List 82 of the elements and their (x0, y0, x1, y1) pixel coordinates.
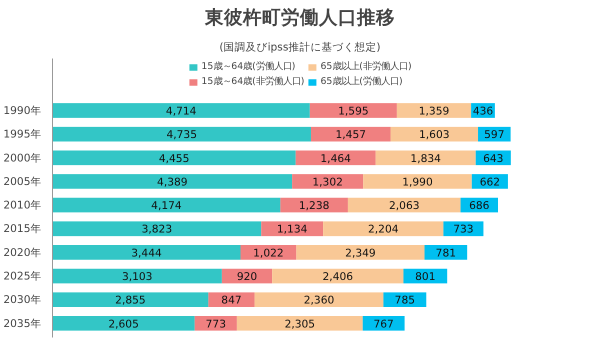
data-label: 920 (236, 270, 258, 284)
data-label: 4,174 (151, 199, 182, 212)
data-label: 1,603 (419, 128, 450, 142)
bar (310, 126, 391, 142)
bar (236, 316, 363, 331)
bar (254, 292, 384, 307)
y-tick-label: 1990年 (3, 104, 42, 118)
y-tick-label: 2010年 (3, 198, 42, 212)
data-label: 4,389 (157, 175, 188, 188)
data-label: 773 (206, 317, 226, 330)
y-tick-label: 2015年 (3, 222, 42, 236)
bar (52, 221, 262, 236)
data-label: 4,735 (166, 128, 198, 142)
bar (52, 292, 208, 307)
y-tick-label: 2005年 (3, 174, 42, 188)
data-label: 2,204 (368, 222, 399, 236)
bar (292, 174, 364, 189)
data-label: 1,595 (338, 104, 369, 118)
data-label: 2,360 (304, 294, 334, 307)
data-label: 436 (472, 104, 494, 118)
data-label: 1,464 (320, 152, 352, 165)
y-tick-label: 1995年 (3, 128, 42, 141)
data-label: 847 (221, 294, 242, 307)
legend-label: 65歳以上(労働人口) (320, 75, 403, 88)
data-label: 643 (483, 152, 504, 165)
bar (52, 198, 280, 212)
y-tick-label: 2000年 (3, 151, 42, 164)
bar (52, 174, 292, 189)
y-tick-label: 2030年 (3, 293, 42, 306)
data-label: 767 (373, 317, 394, 330)
data-label: 4,714 (166, 104, 197, 118)
chart-subtitle: (国調及びipss推計に基づく想定) (219, 40, 381, 54)
data-label: 2,063 (388, 199, 420, 212)
data-label: 1,990 (402, 175, 433, 188)
bar (52, 103, 310, 118)
data-label: 733 (453, 222, 474, 236)
data-label: 686 (469, 199, 490, 212)
bar (52, 150, 296, 166)
data-label: 801 (415, 270, 436, 284)
data-label: 2,605 (108, 317, 139, 330)
data-label: 2,349 (345, 246, 376, 260)
data-label: 3,823 (142, 222, 172, 236)
bar (390, 126, 478, 142)
y-tick-label: 2020年 (3, 246, 42, 259)
data-label: 662 (480, 175, 500, 188)
bar (310, 103, 397, 118)
data-label: 597 (484, 128, 504, 142)
bar (52, 126, 311, 142)
bar (52, 316, 195, 331)
bar (272, 268, 404, 284)
data-label: 1,238 (298, 199, 330, 212)
data-label: 3,103 (122, 270, 152, 284)
data-label: 1,834 (410, 152, 442, 165)
data-label: 785 (394, 294, 416, 307)
bar (376, 150, 476, 166)
bar (296, 245, 425, 260)
legend-label: 15歳～64歳(労働人口) (201, 60, 296, 73)
bar (396, 103, 472, 118)
legend-label: 65歳以上(非労働人口) (320, 60, 412, 73)
data-label: 3,444 (131, 246, 162, 260)
data-label: 2,855 (115, 294, 146, 307)
bar (222, 268, 272, 284)
bar (296, 150, 376, 166)
data-label: 1,134 (276, 222, 308, 236)
y-tick-label: 2025年 (3, 270, 42, 283)
bar (403, 268, 448, 284)
data-label: 1,457 (335, 128, 366, 142)
chart-title: 東彼杵町労働人口推移 (204, 6, 395, 28)
bar (52, 268, 222, 284)
data-label: 2,305 (284, 317, 316, 330)
bar (52, 245, 241, 260)
data-label: 1,022 (253, 246, 284, 260)
data-label: 2,406 (322, 270, 354, 284)
bar (363, 174, 472, 189)
data-label: 1,359 (418, 104, 450, 118)
data-label: 781 (436, 246, 456, 260)
y-tick-label: 2035年 (3, 316, 42, 330)
data-label: 1,302 (312, 175, 343, 188)
data-label: 4,455 (158, 152, 190, 165)
legend-label: 15歳～64歳(非労働人口) (201, 75, 304, 88)
bar (348, 198, 461, 212)
bar (323, 221, 444, 236)
